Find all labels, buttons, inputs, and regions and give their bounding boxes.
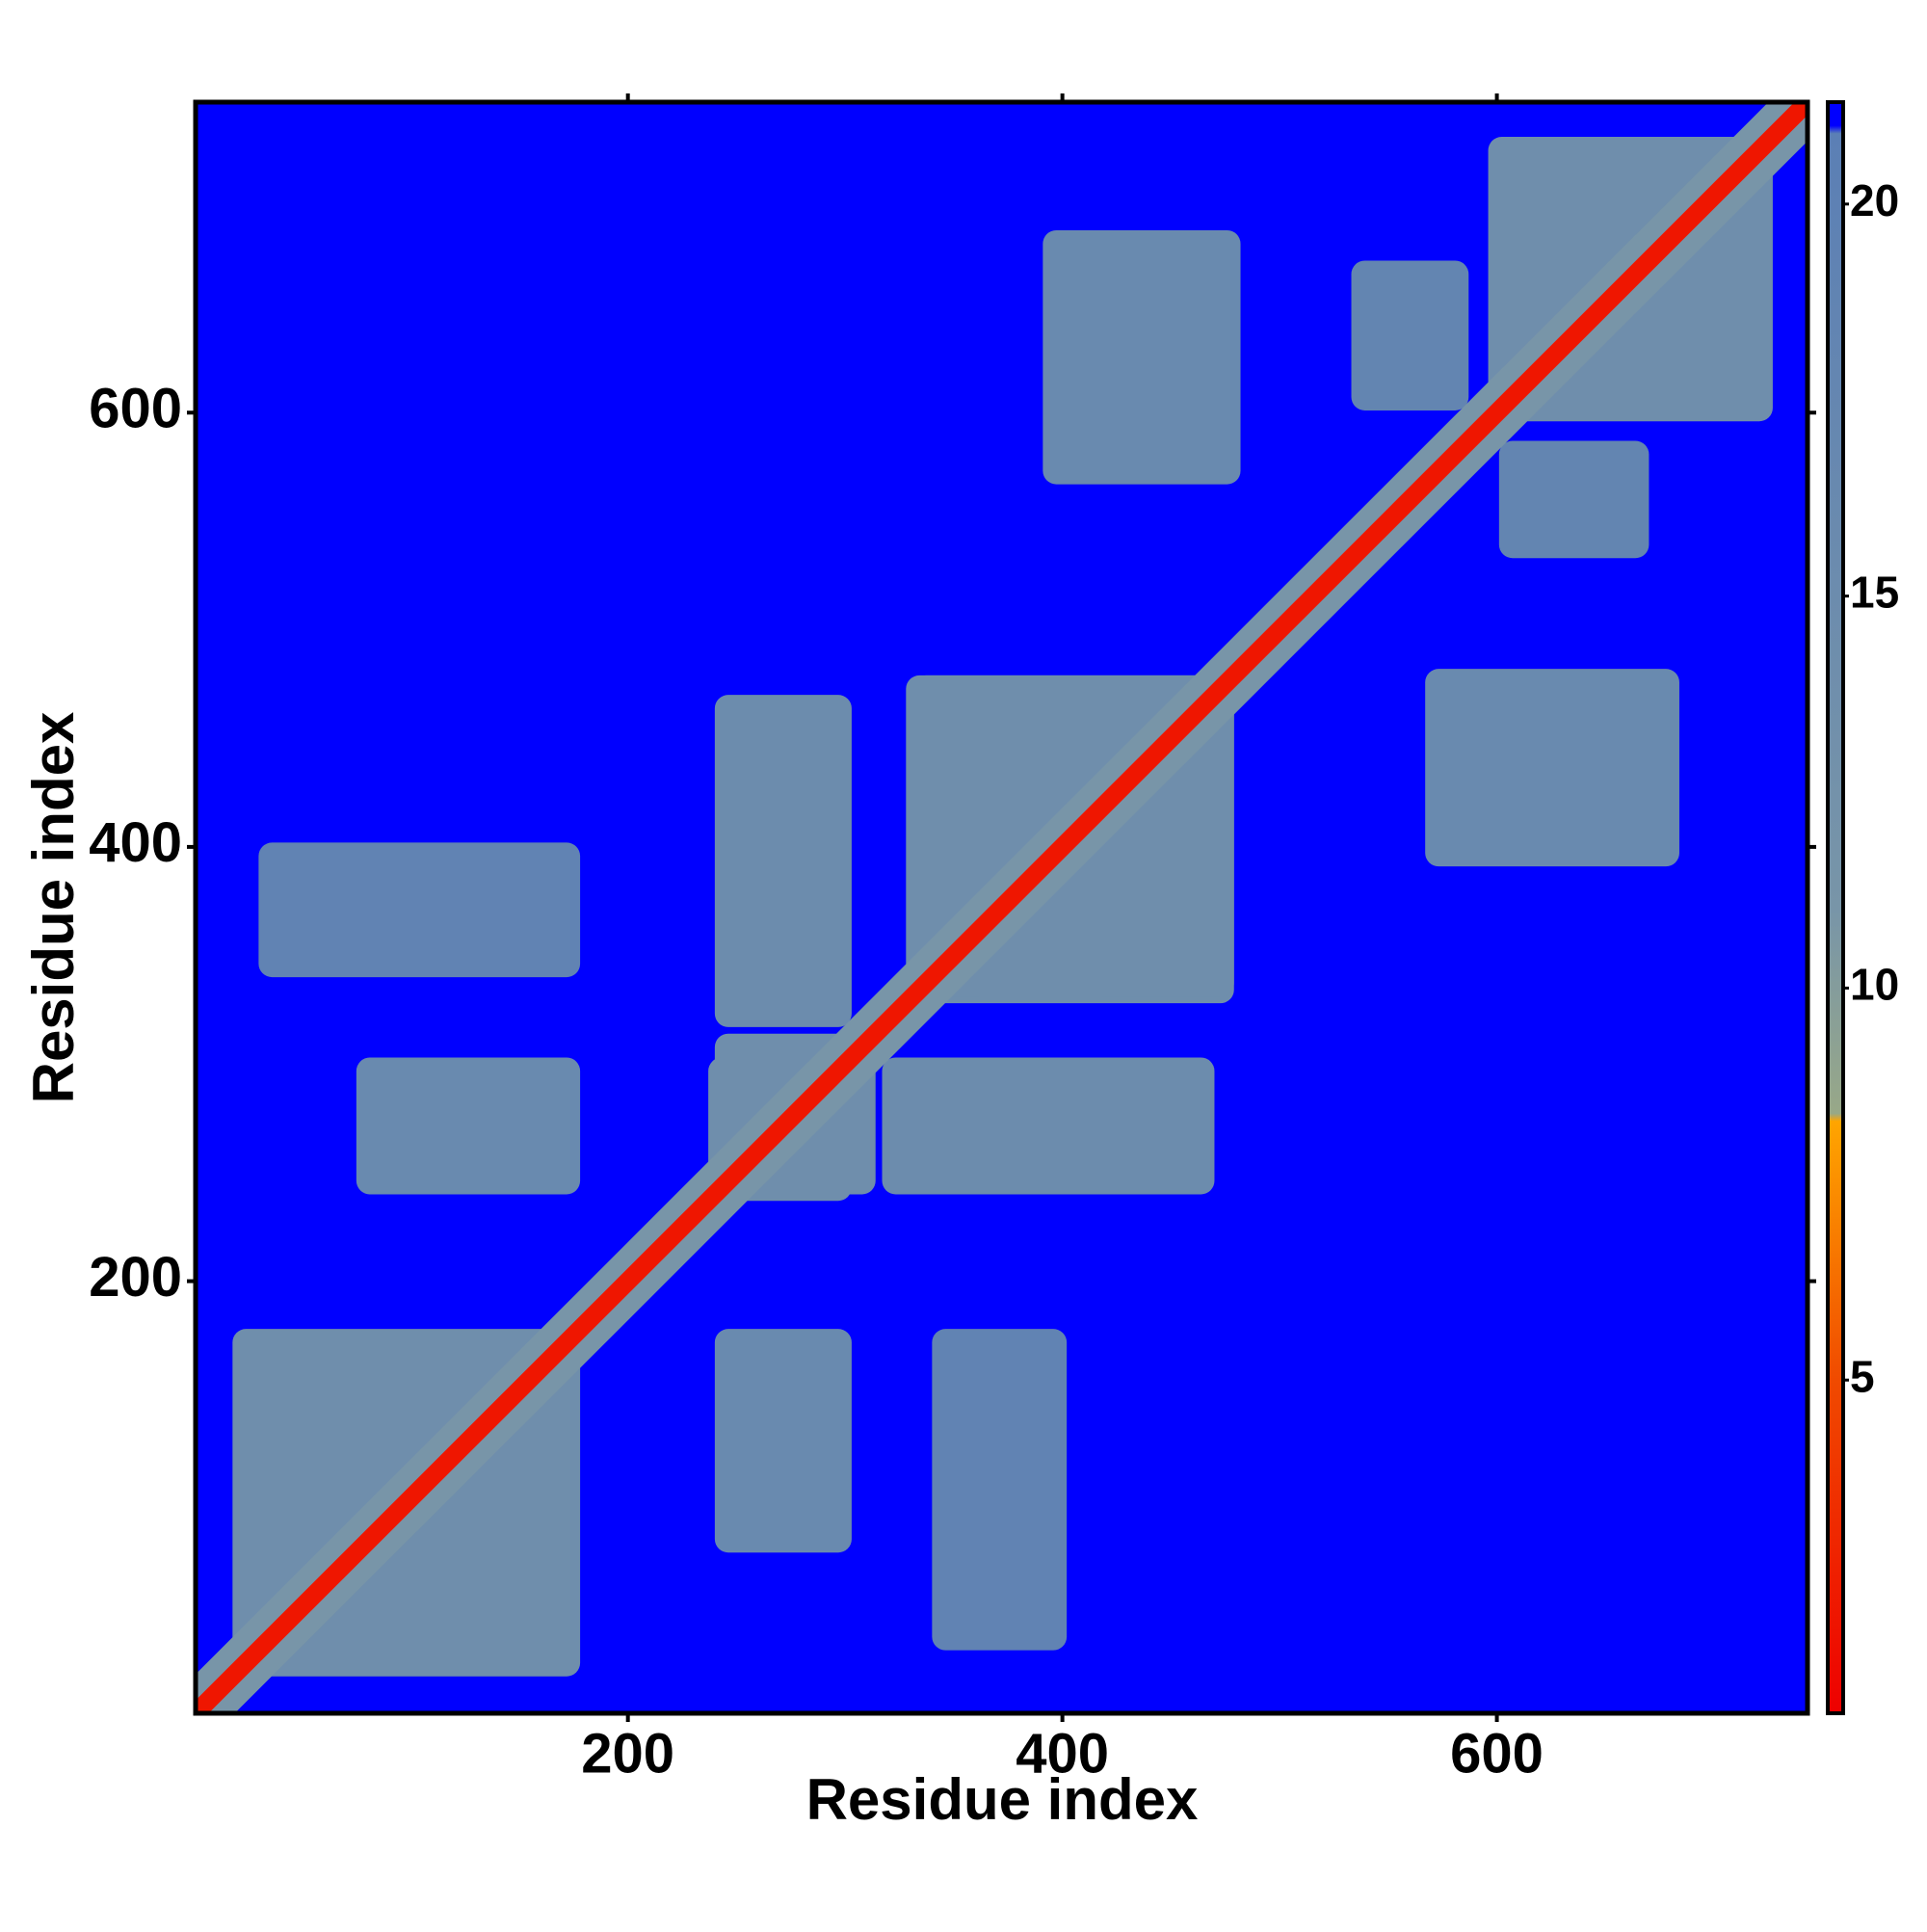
x-tick-label: 200 bbox=[581, 1722, 674, 1785]
colorbar bbox=[1826, 100, 1845, 1715]
y-tick-label: 400 bbox=[89, 811, 182, 874]
plot-area bbox=[196, 102, 1808, 1713]
heatmap-block bbox=[1043, 229, 1241, 485]
x-tick-label: 400 bbox=[1016, 1722, 1109, 1785]
heatmap-block-mirror bbox=[714, 1329, 852, 1553]
colorbar-tick-label: 20 bbox=[1850, 175, 1899, 225]
colorbar-tick-label: 5 bbox=[1850, 1351, 1875, 1401]
heatmap-block-mirror bbox=[882, 1057, 1215, 1195]
heatmap-block bbox=[356, 1057, 581, 1195]
heatmap-block bbox=[714, 695, 852, 1027]
heatmap-block-mirror bbox=[932, 1329, 1068, 1651]
diagonal-band bbox=[196, 102, 1808, 1713]
heatmap-block bbox=[1351, 260, 1469, 410]
heatmap-block bbox=[258, 842, 581, 978]
x-axis-title: Residue index bbox=[806, 1767, 1199, 1832]
y-tick-label: 200 bbox=[89, 1246, 182, 1309]
y-tick-label: 600 bbox=[89, 378, 182, 440]
plot-frame bbox=[193, 99, 1810, 1716]
heatmap-block-mirror bbox=[1498, 440, 1650, 559]
colorbar-tick-label: 15 bbox=[1850, 568, 1899, 618]
y-axis-title: Residue index bbox=[21, 712, 86, 1104]
heatmap-block-mirror bbox=[1425, 669, 1679, 867]
colorbar-tick-label: 10 bbox=[1850, 960, 1899, 1010]
x-tick-label: 600 bbox=[1450, 1722, 1544, 1785]
